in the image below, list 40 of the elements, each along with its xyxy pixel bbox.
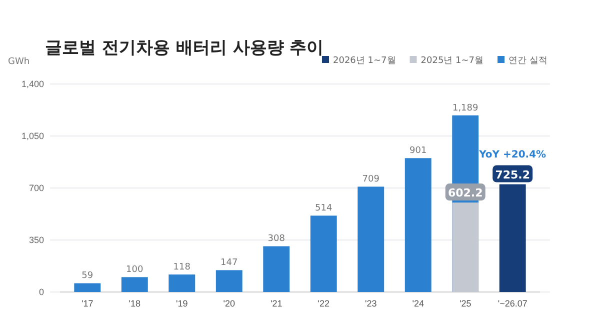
data-label: 147 bbox=[220, 258, 238, 268]
y-axis-title: GWh bbox=[8, 57, 30, 67]
data-label: 514 bbox=[315, 204, 332, 214]
x-tick-label: '21 bbox=[270, 298, 282, 308]
data-label: 602.2 bbox=[448, 186, 483, 200]
data-label: 100 bbox=[126, 265, 144, 276]
x-tick-label: '23 bbox=[365, 298, 377, 308]
chart-title: 글로벌 전기차용 배터리 사용량 추이 bbox=[45, 38, 324, 58]
bar bbox=[216, 270, 242, 292]
y-tick-label: 0 bbox=[38, 286, 44, 297]
data-label: 1,189 bbox=[452, 103, 479, 114]
bar bbox=[74, 283, 101, 292]
data-label: 709 bbox=[362, 174, 380, 185]
bar bbox=[358, 186, 384, 292]
x-tick-label: '24 bbox=[412, 298, 424, 308]
bar bbox=[263, 246, 290, 292]
y-tick-label: 1,400 bbox=[21, 78, 44, 89]
y-tick-label: 350 bbox=[28, 234, 44, 245]
x-tick-label: '25 bbox=[459, 298, 472, 308]
data-label: 725.2 bbox=[495, 168, 530, 182]
x-tick-label: '~26.07 bbox=[498, 298, 528, 308]
legend-label: 2025년 1~7월 bbox=[420, 56, 484, 66]
bar bbox=[404, 158, 432, 292]
bar bbox=[168, 274, 196, 292]
x-tick-label: '18 bbox=[128, 298, 141, 308]
annotation: YoY +20.4% bbox=[478, 149, 546, 160]
data-label: 308 bbox=[268, 234, 286, 244]
data-label: 59 bbox=[82, 271, 94, 282]
bar bbox=[310, 216, 337, 292]
x-tick-label: '20 bbox=[223, 298, 235, 308]
legend-label: 2026년 1~7월 bbox=[333, 56, 396, 66]
y-tick-label: 1,050 bbox=[21, 130, 44, 141]
x-tick-label: '19 bbox=[176, 298, 188, 308]
data-label: 901 bbox=[410, 146, 427, 156]
bar bbox=[121, 277, 148, 292]
data-label: 118 bbox=[173, 262, 191, 272]
x-tick-label: '17 bbox=[82, 298, 94, 308]
x-tick-label: '22 bbox=[318, 298, 330, 308]
y-tick-label: 700 bbox=[28, 182, 44, 193]
legend-label: 연간 실적 bbox=[508, 56, 548, 66]
